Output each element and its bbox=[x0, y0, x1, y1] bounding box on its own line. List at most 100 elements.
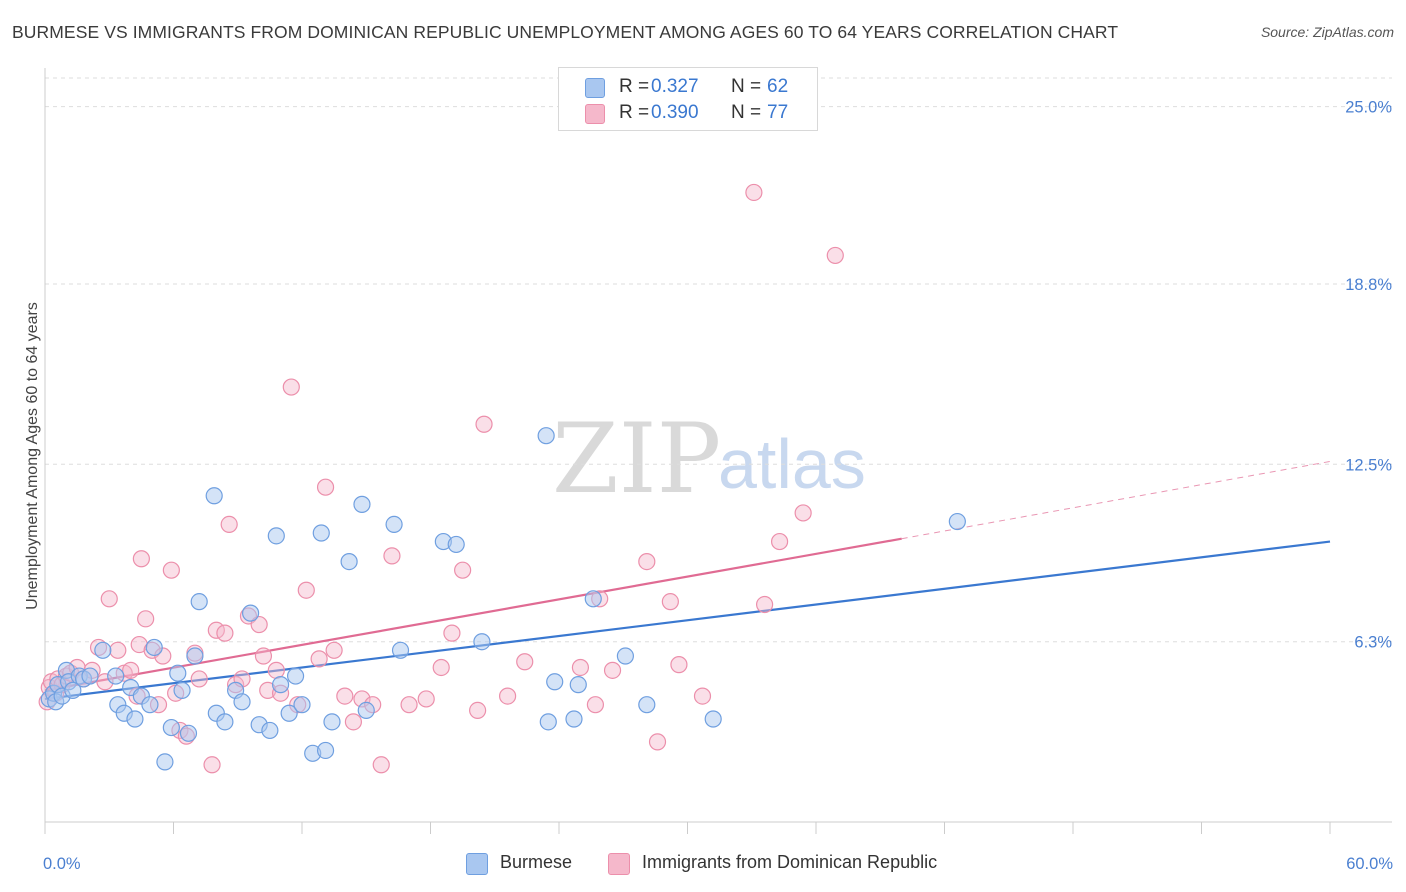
burmese-point bbox=[948, 512, 966, 531]
legend-n-label: N = bbox=[731, 102, 762, 123]
watermark-zip: ZIP bbox=[552, 403, 721, 515]
burmese-point bbox=[584, 590, 602, 608]
burmese-point bbox=[473, 633, 491, 651]
burmese-point bbox=[537, 427, 555, 445]
trend-line-dominican-extension bbox=[901, 460, 1331, 540]
dominican-point bbox=[122, 661, 140, 679]
burmese-point bbox=[353, 495, 371, 513]
dominican-point bbox=[475, 415, 493, 433]
dominican-point bbox=[432, 658, 450, 677]
y-tick-label: 12.5% bbox=[1345, 456, 1392, 474]
dominican-point bbox=[516, 653, 534, 671]
burmese-point bbox=[312, 524, 330, 542]
x-tick-label: 0.0% bbox=[43, 855, 81, 873]
burmese-point bbox=[81, 667, 99, 685]
burmese-point bbox=[242, 604, 260, 622]
watermark: ZIP atlas bbox=[552, 403, 866, 515]
burmese-point bbox=[216, 713, 234, 731]
dominican-point bbox=[190, 670, 208, 688]
trend-line-dominican bbox=[44, 537, 902, 692]
burmese-point bbox=[271, 676, 290, 694]
legend-n-value: 77 bbox=[767, 102, 789, 123]
legend-n-label: N = bbox=[731, 76, 762, 97]
dominican-point bbox=[220, 515, 238, 534]
dominican-point bbox=[282, 378, 300, 396]
burmese-point bbox=[205, 487, 223, 505]
dominican-point bbox=[571, 658, 590, 677]
tick-labels: 6.3% 12.5% 18.8% 25.0% 0.0% 60.0% bbox=[43, 99, 1393, 873]
dominican-point bbox=[745, 183, 763, 202]
trend-line-burmese bbox=[44, 540, 1331, 701]
dominican-point bbox=[325, 641, 343, 659]
dominican-point bbox=[203, 756, 221, 774]
x-tick-label: 60.0% bbox=[1346, 855, 1393, 873]
burmese-point bbox=[162, 718, 180, 737]
dominican-point bbox=[417, 690, 435, 708]
dominican-point bbox=[443, 624, 461, 642]
burmese-point bbox=[565, 710, 583, 728]
dominican-point bbox=[661, 593, 679, 611]
legend-r-label: R = bbox=[619, 76, 650, 97]
burmese-point bbox=[539, 713, 557, 731]
burmese-point bbox=[357, 701, 375, 720]
series-legend: Burmese Immigrants from Dominican Republ… bbox=[0, 852, 1406, 878]
burmese-point bbox=[267, 527, 285, 545]
legend-swatch-dominican bbox=[608, 853, 630, 875]
y-tick-label: 25.0% bbox=[1345, 99, 1392, 117]
burmese-point bbox=[280, 704, 298, 722]
dominican-point bbox=[826, 246, 844, 265]
dominican-point bbox=[454, 561, 472, 579]
dominican-point bbox=[310, 650, 328, 668]
burmese-point bbox=[391, 641, 410, 659]
burmese-point bbox=[126, 710, 144, 728]
dominican-point bbox=[250, 615, 268, 634]
dominican-point bbox=[755, 595, 774, 614]
legend-swatch-burmese bbox=[585, 78, 605, 98]
legend-swatch-burmese bbox=[466, 853, 488, 875]
y-axis-title: Unemployment Among Ages 60 to 64 years bbox=[24, 302, 41, 610]
legend-n-value: 62 bbox=[767, 76, 789, 97]
burmese-point bbox=[447, 535, 465, 554]
dominican-point bbox=[400, 696, 418, 714]
dominican-point bbox=[344, 713, 362, 731]
dominican-point bbox=[670, 656, 688, 674]
burmese-point bbox=[293, 696, 311, 714]
dominican-point bbox=[586, 696, 605, 714]
dominican-point bbox=[162, 561, 180, 579]
dominican-point bbox=[648, 733, 667, 751]
burmese-point bbox=[546, 673, 564, 691]
dominican-point bbox=[316, 478, 335, 496]
chart-source: Source: ZipAtlas.com bbox=[1260, 24, 1394, 40]
legend-r-label: R = bbox=[619, 102, 650, 123]
burmese-point bbox=[94, 641, 112, 659]
burmese-point bbox=[340, 552, 358, 571]
chart-title: BURMESE VS IMMIGRANTS FROM DOMINICAN REP… bbox=[12, 22, 1119, 42]
trend-lines bbox=[44, 460, 1331, 701]
dominican-point bbox=[336, 687, 354, 705]
dominican-point bbox=[132, 550, 150, 568]
dominican-point bbox=[109, 641, 127, 659]
dominican-point bbox=[137, 610, 155, 628]
burmese-point bbox=[179, 724, 198, 742]
burmese-point bbox=[190, 593, 208, 611]
dominican-point bbox=[297, 581, 315, 599]
dominican-point bbox=[794, 504, 812, 522]
burmese-points bbox=[40, 427, 966, 771]
dominican-point bbox=[372, 756, 390, 774]
legend-r-value: 0.390 bbox=[651, 102, 699, 123]
burmese-point bbox=[616, 647, 634, 665]
burmese-point bbox=[156, 753, 174, 771]
legend-label-dominican: Immigrants from Dominican Republic bbox=[642, 852, 938, 872]
dominican-point bbox=[693, 687, 712, 705]
burmese-point bbox=[704, 710, 722, 728]
burmese-point bbox=[173, 681, 191, 699]
burmese-point bbox=[385, 515, 403, 534]
dominican-point bbox=[216, 624, 234, 642]
burmese-point bbox=[107, 667, 125, 685]
burmese-point bbox=[323, 713, 341, 731]
legend-r-value: 0.327 bbox=[651, 76, 699, 97]
legend-swatch-dominican bbox=[585, 104, 605, 124]
dominican-point bbox=[267, 661, 285, 679]
burmese-point bbox=[316, 741, 335, 760]
